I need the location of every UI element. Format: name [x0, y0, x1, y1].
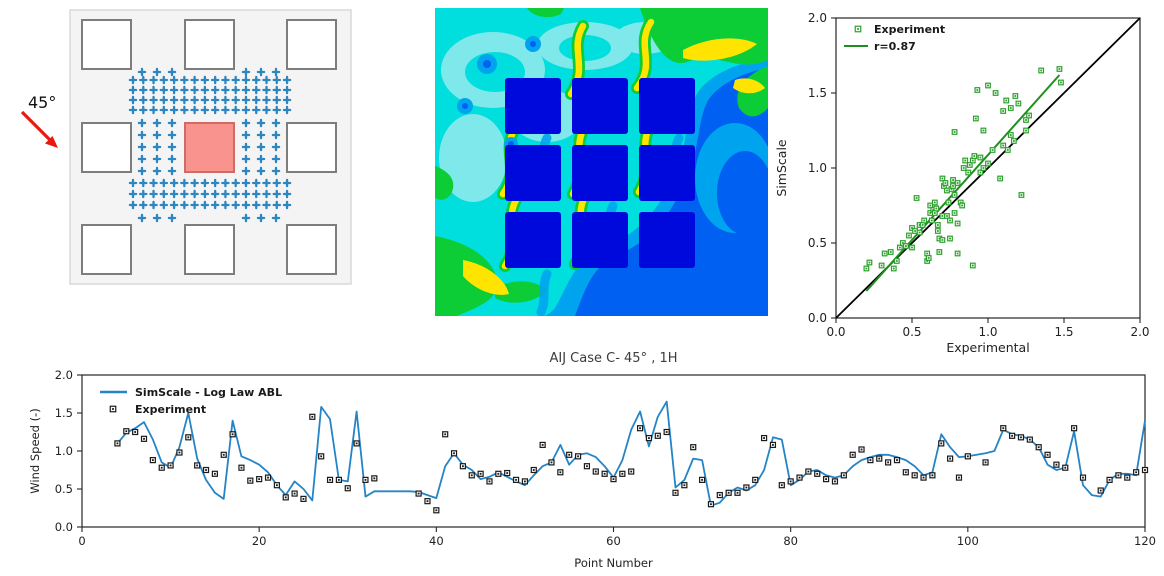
building-block — [505, 145, 561, 201]
x-tick-label: 100 — [957, 534, 979, 548]
building-square — [286, 122, 337, 173]
x-tick-label: 1.0 — [978, 325, 997, 339]
cfd-contour-plot — [435, 8, 768, 316]
y-tick-label: 2.0 — [808, 11, 827, 25]
experiment-points — [114, 413, 1149, 514]
building-block — [572, 212, 628, 268]
scatter-points — [863, 66, 1064, 272]
contour-yellow-zones — [463, 38, 765, 295]
building-square — [184, 19, 235, 70]
layout-diagram: 45° — [20, 9, 352, 285]
building-square — [81, 122, 132, 173]
line-chart-title: AIJ Case C- 45° , 1H — [549, 351, 677, 366]
simscale-line — [116, 400, 1146, 507]
line-chart: AIJ Case C- 45° , 1H 0 20 40 60 80 100 120 0.0 0.… — [28, 351, 1156, 570]
building-block — [639, 145, 695, 201]
building-square — [184, 224, 235, 275]
building-square — [286, 224, 337, 275]
x-tick-label: 0.5 — [902, 325, 921, 339]
contour-buildings — [505, 78, 695, 268]
x-tick-label: 60 — [606, 534, 621, 548]
x-tick-label: 0 — [78, 534, 85, 548]
building-square — [81, 224, 132, 275]
measurement-point-grid — [128, 67, 292, 223]
building-block — [505, 212, 561, 268]
contour-vortex-cores — [457, 36, 541, 151]
x-tick-label: 20 — [252, 534, 267, 548]
y-tick-label: 1.5 — [808, 86, 827, 100]
legend-label-r: r=0.87 — [874, 40, 916, 53]
y-tick-label: 2.0 — [55, 368, 73, 382]
scatter-xlabel: Experimental — [946, 340, 1029, 355]
line-legend: SimScale - Log Law ABL Experiment — [100, 386, 282, 416]
x-tick-label: 40 — [429, 534, 444, 548]
y-tick-label: 1.0 — [55, 444, 73, 458]
building-block — [639, 212, 695, 268]
x-tick-label: 120 — [1134, 534, 1156, 548]
target-building — [184, 122, 235, 173]
building-block — [505, 78, 561, 134]
scatter-legend: Experiment r=0.87 — [844, 23, 945, 53]
wind-angle-label: 45° — [28, 93, 56, 112]
wind-direction-arrow — [20, 110, 52, 142]
scatter-ylabel: SimScale — [774, 139, 789, 197]
legend-label-experiment: Experiment — [135, 403, 206, 416]
building-squares — [81, 19, 337, 275]
building-block — [639, 78, 695, 134]
building-block — [572, 145, 628, 201]
building-square — [81, 19, 132, 70]
x-tick-label: 2.0 — [1130, 325, 1149, 339]
x-tick-label: 80 — [783, 534, 798, 548]
y-tick-label: 0.0 — [55, 520, 73, 534]
wind-arrow-head — [45, 136, 58, 148]
x-tick-label: 1.5 — [1054, 325, 1073, 339]
y-tick-label: 0.5 — [55, 482, 73, 496]
legend-label-experiment: Experiment — [874, 23, 945, 36]
building-block — [572, 78, 628, 134]
y-tick-label: 1.0 — [808, 161, 827, 175]
line-xlabel: Point Number — [574, 556, 653, 570]
building-square — [286, 19, 337, 70]
y-tick-label: 0.0 — [808, 311, 827, 325]
y-tick-label: 1.5 — [55, 406, 73, 420]
fit-line — [865, 74, 1061, 292]
legend-label-simscale: SimScale - Log Law ABL — [135, 386, 282, 399]
line-ylabel: Wind Speed (-) — [28, 408, 42, 493]
y-tick-label: 0.5 — [808, 236, 827, 250]
contour-royal-blob — [717, 151, 768, 235]
x-tick-label: 0.0 — [826, 325, 845, 339]
scatter-chart: 0.0 0.5 1.0 1.5 2.0 0.0 0.5 1.0 1.5 2.0 Experiment… — [774, 11, 1150, 355]
